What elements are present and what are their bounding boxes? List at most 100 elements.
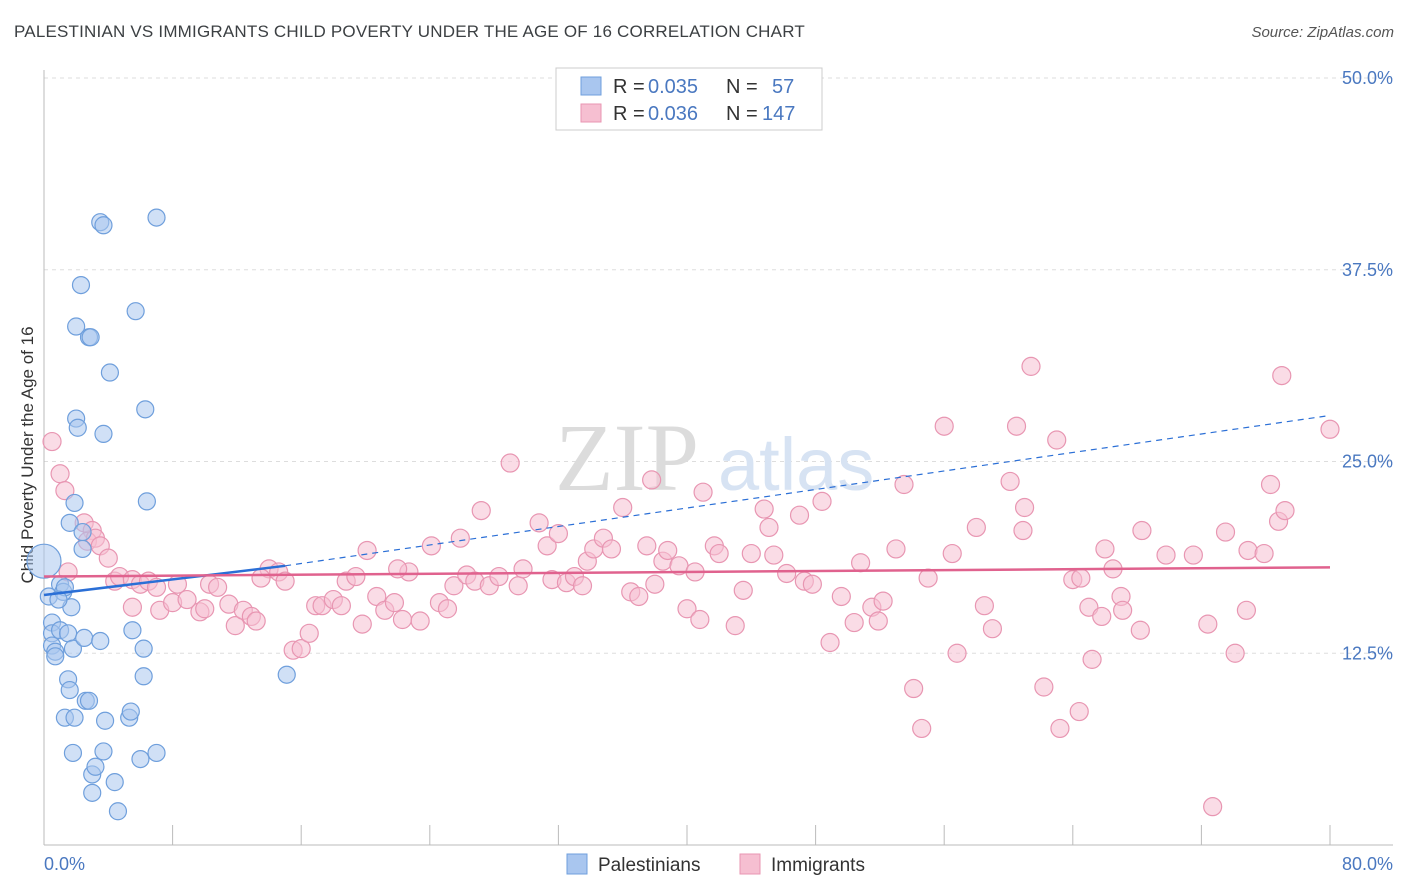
- palestinians-point: [94, 742, 113, 761]
- grid-lines: [44, 77, 1393, 654]
- immigrants-point: [802, 574, 822, 594]
- palestinians-points: [26, 208, 296, 821]
- palestinians-point: [86, 757, 105, 776]
- legend-r-value-2: 0.036: [648, 103, 698, 125]
- watermark-atlas: atlas: [718, 423, 874, 506]
- immigrants-point: [844, 612, 864, 633]
- immigrants-point: [529, 513, 549, 533]
- immigrants-point: [1215, 522, 1236, 542]
- palestinians-point: [63, 743, 83, 763]
- immigrants-point: [1132, 520, 1152, 541]
- bottom-legend-swatch-immigrants: [739, 853, 761, 875]
- immigrants-point: [1092, 606, 1112, 627]
- chart-title: PALESTINIAN VS IMMIGRANTS CHILD POVERTY …: [14, 22, 805, 41]
- palestinians-point: [81, 328, 100, 347]
- immigrants-point: [658, 540, 678, 561]
- immigrants-point: [1021, 356, 1041, 376]
- immigrants-point: [195, 599, 215, 619]
- correlation-legend: R = 0.035 N = 57 R = 0.036 N = 147: [555, 67, 823, 131]
- immigrants-point: [98, 548, 118, 568]
- immigrants-point: [1156, 545, 1176, 565]
- legend-r-value-1: 0.035: [648, 76, 698, 98]
- palestinians-point: [123, 621, 142, 640]
- palestinians-point: [71, 275, 91, 295]
- immigrants-point: [208, 577, 228, 597]
- immigrants-point: [1034, 677, 1054, 697]
- immigrants-point: [1050, 718, 1070, 739]
- immigrants-point: [437, 599, 458, 619]
- palestinians-point: [134, 639, 153, 658]
- immigrants-point: [741, 543, 761, 564]
- y-tick-label: 25.0%: [1342, 452, 1393, 472]
- immigrants-point: [122, 597, 143, 617]
- immigrants-point: [851, 553, 871, 573]
- y-axis-label: Child Poverty Under the Age of 16: [18, 326, 37, 583]
- immigrants-point: [886, 539, 906, 559]
- palestinians-point: [134, 667, 153, 686]
- palestinians-point: [60, 680, 79, 700]
- palestinians-point: [95, 711, 115, 730]
- legend-n-value-2: 147: [762, 103, 795, 125]
- immigrants-point: [346, 566, 366, 587]
- x-tick-label-max: 80.0%: [1342, 854, 1393, 874]
- immigrants-point: [759, 517, 779, 538]
- axes: [43, 70, 1393, 846]
- immigrants-point: [1000, 471, 1020, 492]
- immigrants-point: [820, 632, 840, 653]
- palestinians-point: [131, 749, 150, 769]
- immigrants-point: [812, 491, 832, 511]
- bottom-legend-immigrants: Immigrants: [771, 855, 865, 876]
- legend-swatch-immigrants: [580, 103, 602, 123]
- immigrants-point: [629, 586, 649, 607]
- immigrants-point: [601, 539, 622, 559]
- immigrants-point: [934, 416, 954, 436]
- immigrants-point: [1275, 500, 1295, 521]
- immigrants-point: [904, 678, 924, 699]
- immigrants-point: [1236, 600, 1257, 620]
- palestinians-point: [63, 639, 83, 658]
- immigrants-point: [299, 623, 319, 643]
- palestinians-point: [94, 424, 113, 443]
- immigrants-point: [572, 576, 593, 596]
- immigrants-point: [1006, 416, 1027, 436]
- legend-n-value-1: 57: [772, 76, 794, 98]
- immigrants-point: [392, 609, 413, 630]
- immigrants-point: [384, 593, 405, 613]
- immigrants-point: [291, 639, 311, 659]
- palestinians-point: [79, 691, 99, 710]
- series-legend: Palestinians Immigrants: [566, 853, 865, 876]
- y-tick-label: 12.5%: [1342, 643, 1393, 663]
- immigrants-point: [55, 481, 75, 501]
- immigrants-point: [1013, 520, 1033, 541]
- immigrants-point: [331, 596, 351, 616]
- immigrants-point: [789, 505, 810, 525]
- immigrants-point: [537, 536, 557, 556]
- legend-n-label-1: N =: [726, 76, 758, 98]
- immigrants-point: [1183, 545, 1203, 565]
- x-tick-label-min: 0.0%: [44, 854, 85, 874]
- palestinians-point: [108, 802, 128, 821]
- immigrants-point: [1130, 620, 1150, 640]
- palestinians-point: [126, 302, 145, 321]
- palestinians-point: [73, 522, 92, 542]
- palestinians-point: [65, 708, 84, 727]
- palestinians-point: [67, 317, 86, 336]
- immigrants-point: [352, 614, 372, 634]
- palestinians-point: [75, 628, 94, 648]
- palestinians-point: [94, 216, 113, 235]
- watermark: ZIP atlas: [555, 404, 874, 511]
- palestinians-point: [121, 702, 140, 721]
- immigrants-point: [947, 643, 967, 663]
- x-ticks: [172, 825, 1331, 845]
- immigrants-point: [894, 474, 914, 495]
- y-tick-label: 50.0%: [1342, 68, 1393, 88]
- watermark-zip: ZIP: [555, 404, 699, 511]
- legend-r-label-2: R =: [613, 103, 645, 125]
- immigrants-point: [246, 611, 266, 631]
- immigrants-point: [1014, 497, 1035, 518]
- palestinians-point: [73, 539, 92, 559]
- palestinians-point: [147, 208, 166, 227]
- immigrants-point: [410, 611, 430, 631]
- immigrants-point: [1260, 474, 1281, 495]
